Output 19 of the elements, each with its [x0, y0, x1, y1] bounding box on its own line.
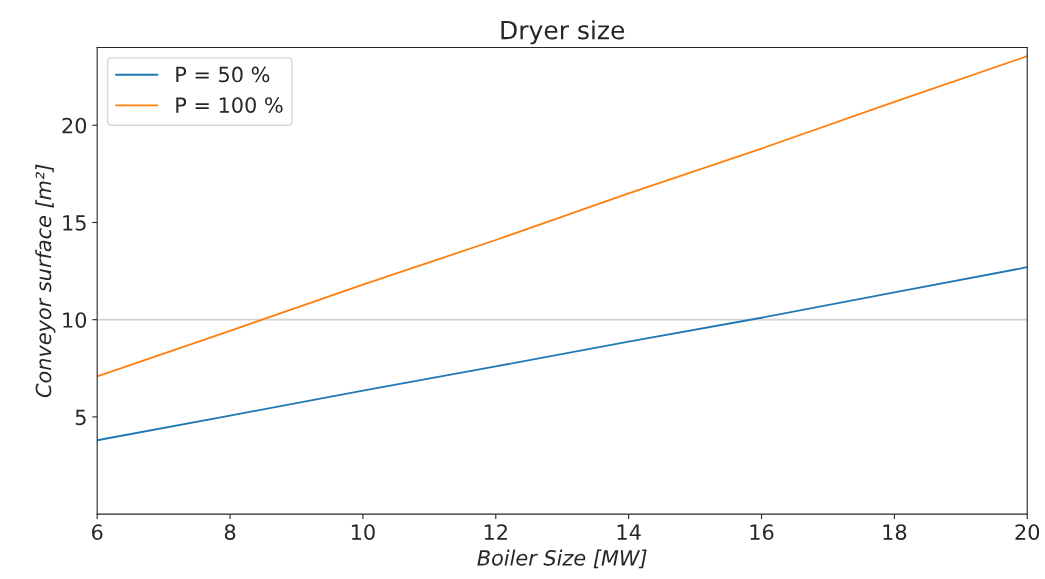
y-tick-label: 15: [63, 215, 86, 231]
y-axis-title: Conveyor surface [m²]: [35, 164, 56, 398]
legend-label: P = 100 %: [176, 97, 283, 113]
x-tick-label: 14: [617, 524, 641, 540]
x-tick-label: 6: [92, 524, 103, 540]
x-tick-label: 8: [224, 524, 236, 540]
x-axis-title: Boiler Size [MW]: [477, 549, 647, 569]
line-series: [97, 55, 1028, 378]
y-tick-label: 5: [75, 409, 86, 426]
x-tick-label: 20: [1015, 524, 1040, 540]
x-tick-label: 10: [351, 524, 375, 540]
y-tick-label: 20: [62, 117, 87, 134]
legend-label: P = 50 %: [176, 66, 270, 83]
chart-title: Dryer size: [501, 20, 625, 45]
y-tick-label: 10: [63, 312, 87, 328]
line-series: [97, 266, 1028, 442]
x-tick-label: 16: [750, 524, 774, 540]
x-tick-label: 18: [883, 524, 907, 540]
x-tick-label: 12: [484, 524, 507, 540]
